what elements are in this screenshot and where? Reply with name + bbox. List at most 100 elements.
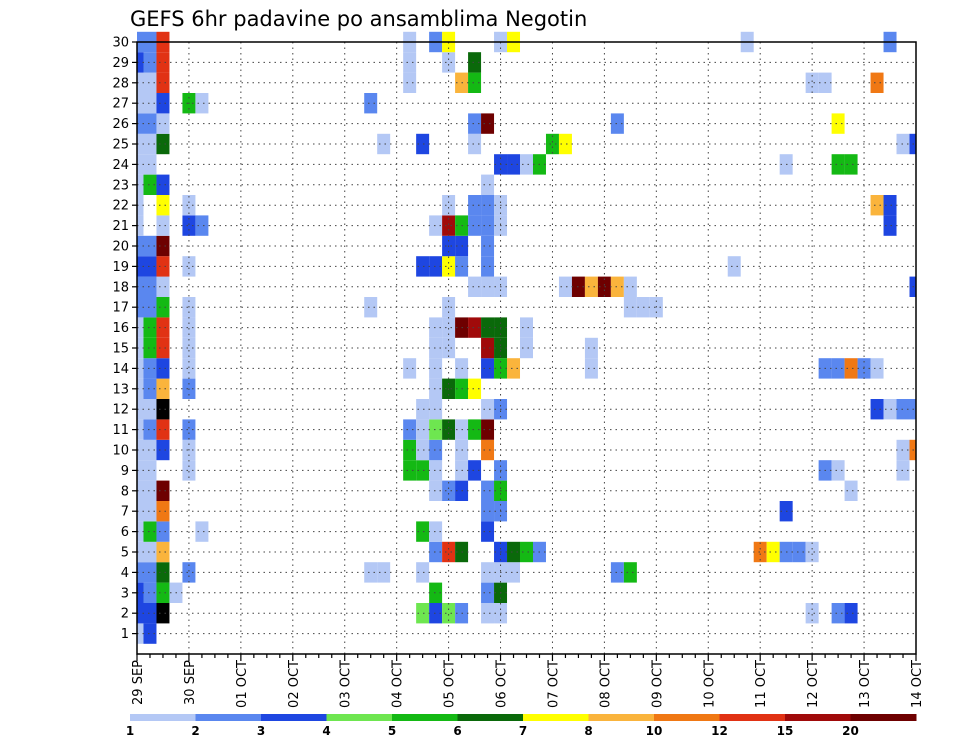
heatmap-cell <box>429 603 443 624</box>
heatmap-cell <box>156 480 170 501</box>
heatmap-cell <box>143 113 157 134</box>
y-tick-label: 6 <box>121 525 129 540</box>
heatmap-cell <box>442 317 456 338</box>
colorbar-swatch <box>523 714 589 721</box>
colorbar-label: 15 <box>777 724 794 738</box>
y-tick-label: 8 <box>121 484 129 499</box>
axes: 1234567891011121314151617181920212223242… <box>112 36 925 708</box>
y-tick-label: 10 <box>112 444 129 459</box>
y-tick-label: 2 <box>121 607 129 622</box>
heatmap-cell <box>442 603 456 624</box>
heatmap-cell <box>896 460 910 481</box>
heatmap-cell <box>429 480 443 501</box>
heatmap-cell <box>143 133 157 155</box>
heatmap-cell <box>507 562 521 583</box>
heatmap-cell <box>416 603 430 624</box>
heatmap-cell <box>481 603 495 624</box>
heatmap-cell <box>584 337 598 359</box>
heatmap-cell <box>156 256 170 277</box>
heatmap-cell <box>137 317 144 338</box>
heatmap-cell <box>156 521 170 542</box>
heatmap-cell <box>610 276 624 297</box>
heatmap-cell <box>137 603 144 624</box>
heatmap-cell <box>403 439 417 461</box>
heatmap-cell <box>137 337 144 359</box>
heatmap-cell <box>481 399 495 420</box>
heatmap-cell <box>520 337 533 359</box>
heatmap-cell <box>520 154 533 175</box>
heatmap-cell <box>377 133 391 155</box>
heatmap-cell <box>481 562 495 583</box>
heatmap-cell <box>558 276 572 297</box>
heatmap-cell <box>831 460 845 481</box>
heatmap-cell <box>156 582 170 603</box>
heatmap-cell <box>156 113 170 134</box>
heatmap-cell <box>896 133 910 155</box>
colorbar-label: 1 <box>126 724 134 738</box>
heatmap-cell <box>137 521 144 542</box>
x-tick-label: 08 OCT <box>598 660 613 708</box>
heatmap-cell <box>137 174 144 195</box>
heatmap-cell <box>805 541 819 563</box>
heatmap-cell <box>481 337 495 359</box>
colorbar-label: 7 <box>519 724 527 738</box>
heatmap-cell <box>416 460 430 481</box>
heatmap-cell <box>870 399 884 420</box>
heatmap-cell <box>442 195 456 216</box>
heatmap-cell <box>143 297 157 318</box>
heatmap-cell <box>182 195 196 216</box>
heatmap-cell <box>481 256 495 277</box>
heatmap-cell <box>156 297 170 318</box>
colorbar-label: 8 <box>584 724 592 738</box>
x-tick-label: 11 OCT <box>754 660 769 708</box>
heatmap-cell <box>844 358 858 379</box>
heatmap-cell <box>143 623 157 644</box>
heatmap-cell <box>442 337 456 359</box>
heatmap-cell <box>481 276 495 297</box>
heatmap-cell <box>870 195 884 216</box>
heatmap-cell <box>156 399 170 420</box>
heatmap-cell <box>143 174 157 195</box>
heatmap-cell <box>137 235 144 257</box>
y-tick-label: 17 <box>112 301 129 316</box>
colorbar-label: 4 <box>322 724 330 738</box>
heatmap-cell <box>182 317 196 338</box>
heatmap-cell <box>481 419 495 440</box>
heatmap-cell <box>831 358 845 379</box>
heatmap-cell <box>883 215 897 236</box>
heatmap-cell <box>429 399 443 420</box>
heatmap-cell <box>558 133 572 155</box>
colorbar-label: 10 <box>646 724 663 738</box>
heatmap-cell <box>403 72 417 93</box>
heatmap-cell <box>481 215 495 236</box>
heatmap-cell <box>416 419 430 440</box>
heatmap-cell <box>507 541 521 563</box>
heatmap-cell <box>143 52 157 73</box>
heatmap-cell <box>468 195 482 216</box>
heatmap-cell <box>481 439 495 461</box>
heatmap-cell <box>442 256 456 277</box>
heatmap-cell <box>137 195 144 216</box>
heatmap-cell <box>442 480 456 501</box>
heatmap-cell <box>182 337 196 359</box>
heatmap-cell <box>468 215 482 236</box>
x-tick-label: 04 OCT <box>391 660 406 708</box>
heatmap-cell <box>844 480 858 501</box>
heatmap-cell <box>156 276 170 297</box>
heatmap-cell <box>156 215 170 236</box>
heatmap-cell <box>156 195 170 216</box>
y-tick-label: 27 <box>112 97 129 112</box>
heatmap-cell <box>156 501 170 522</box>
heatmap-cell <box>182 358 196 379</box>
heatmap-cell <box>143 317 157 338</box>
heatmap-cell <box>766 541 780 563</box>
colorbar-swatch <box>130 714 196 721</box>
heatmap-cell <box>143 480 157 501</box>
x-tick-label: 06 OCT <box>495 660 510 708</box>
heatmap-cell <box>481 501 495 522</box>
y-tick-label: 19 <box>112 260 129 275</box>
heatmap-cell <box>403 358 417 379</box>
colorbar-label: 3 <box>257 724 265 738</box>
y-tick-label: 16 <box>112 321 129 336</box>
heatmap-cell <box>143 439 157 461</box>
